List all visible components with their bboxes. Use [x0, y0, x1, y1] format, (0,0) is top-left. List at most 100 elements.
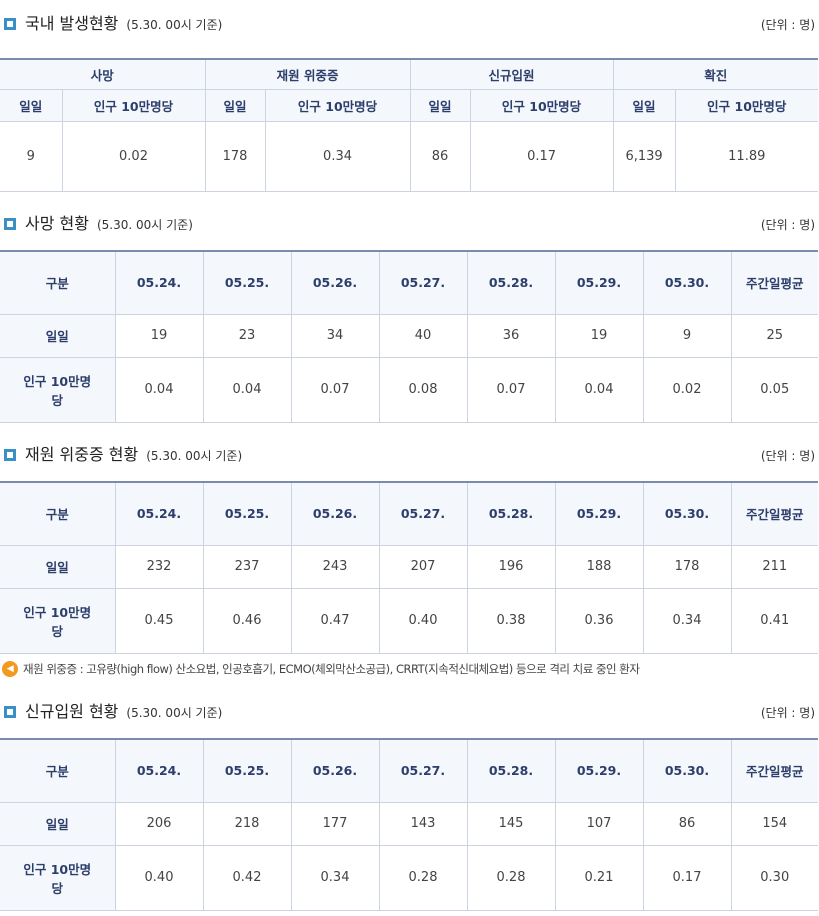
cell-daily: 196: [466, 544, 556, 589]
cell-daily: 36: [466, 313, 556, 358]
cell-daily: 25: [730, 313, 818, 358]
col-header-date: 05.27.: [378, 250, 468, 315]
cell-daily: 9: [0, 120, 63, 192]
group-header: 확진: [612, 58, 818, 90]
row-header-daily: 일일: [0, 801, 116, 846]
col-header-date: 05.30.: [642, 738, 732, 803]
cell-per-100k: 0.17: [469, 120, 614, 192]
cell-daily: 154: [730, 801, 818, 846]
cell-per-100k: 0.41: [730, 587, 818, 654]
cell-daily: 40: [378, 313, 468, 358]
col-header-date: 05.29.: [554, 738, 644, 803]
cell-daily: 19: [114, 313, 204, 358]
cell-daily: 145: [466, 801, 556, 846]
row-header-per-100k: 인구 10만명당: [0, 587, 116, 654]
col-header-date: 05.28.: [466, 481, 556, 546]
cell-daily: 207: [378, 544, 468, 589]
cell-per-100k: 0.34: [264, 120, 411, 192]
square-bullet-icon: [4, 18, 16, 30]
cell-per-100k: 0.34: [642, 587, 732, 654]
cell-daily: 178: [204, 120, 266, 192]
cell-per-100k: 0.04: [202, 356, 292, 423]
cell-daily: 218: [202, 801, 292, 846]
cell-daily: 9: [642, 313, 732, 358]
col-header-date: 05.28.: [466, 738, 556, 803]
col-header-date: 05.26.: [290, 481, 380, 546]
cell-per-100k: 0.46: [202, 587, 292, 654]
cell-per-100k: 0.40: [114, 844, 204, 911]
cell-daily: 19: [554, 313, 644, 358]
col-header-date: 05.24.: [114, 250, 204, 315]
new-admission-status-table: 구분 05.24. 05.25. 05.26. 05.27. 05.28. 05.29. 05…: [0, 738, 818, 911]
critical-status-table: 구분 05.24. 05.25. 05.26. 05.27. 05.28. 05.29. 05…: [0, 481, 818, 654]
col-header-date: 05.26.: [290, 738, 380, 803]
row-header-per-100k: 인구 10만명당: [0, 844, 116, 911]
col-header-date: 05.25.: [202, 250, 292, 315]
cell-per-100k: 0.05: [730, 356, 818, 423]
row-header-daily: 일일: [0, 544, 116, 589]
cell-daily: 211: [730, 544, 818, 589]
cell-per-100k: 0.07: [466, 356, 556, 423]
cell-daily: 6,139: [612, 120, 676, 192]
cell-daily: 34: [290, 313, 380, 358]
row-header-per-100k: 인구 10만명당: [0, 356, 116, 423]
col-header-daily: 일일: [204, 88, 266, 122]
cell-daily: 232: [114, 544, 204, 589]
col-header-daily: 일일: [0, 88, 63, 122]
col-header-weekly-avg: 주간일평균: [730, 481, 818, 546]
cell-daily: 206: [114, 801, 204, 846]
col-header-category: 구분: [0, 738, 116, 803]
col-header-per-100k: 인구 10만명당: [61, 88, 206, 122]
col-header-date: 05.28.: [466, 250, 556, 315]
cell-per-100k: 0.04: [114, 356, 204, 423]
col-header-date: 05.25.: [202, 481, 292, 546]
cell-daily: 86: [409, 120, 471, 192]
col-header-date: 05.30.: [642, 250, 732, 315]
col-header-category: 구분: [0, 250, 116, 315]
cell-daily: 188: [554, 544, 644, 589]
square-bullet-icon: [4, 449, 16, 461]
cell-daily: 237: [202, 544, 292, 589]
critical-definition-note: ◀ 재원 위중증 : 고유량(high flow) 산소요법, 인공호흡기, EC…: [2, 661, 640, 677]
col-header-date: 05.30.: [642, 481, 732, 546]
col-header-weekly-avg: 주간일평균: [730, 738, 818, 803]
cell-daily: 23: [202, 313, 292, 358]
cell-daily: 143: [378, 801, 468, 846]
section-title-death-status: 사망 현황 (5.30. 00시 기준) (단위 : 명): [4, 210, 819, 234]
cell-per-100k: 0.21: [554, 844, 644, 911]
cell-per-100k: 0.30: [730, 844, 818, 911]
cell-per-100k: 0.04: [554, 356, 644, 423]
cell-daily: 177: [290, 801, 380, 846]
cell-per-100k: 0.28: [466, 844, 556, 911]
col-header-weekly-avg: 주간일평균: [730, 250, 818, 315]
cell-daily: 243: [290, 544, 380, 589]
square-bullet-icon: [4, 706, 16, 718]
speaker-icon: ◀: [2, 661, 18, 677]
col-header-date: 05.24.: [114, 481, 204, 546]
col-header-daily: 일일: [409, 88, 471, 122]
cell-per-100k: 0.08: [378, 356, 468, 423]
col-header-date: 05.26.: [290, 250, 380, 315]
cell-per-100k: 11.89: [674, 120, 818, 192]
row-header-daily: 일일: [0, 313, 116, 358]
cell-per-100k: 0.07: [290, 356, 380, 423]
cell-per-100k: 0.02: [61, 120, 206, 192]
group-header: 사망: [0, 58, 206, 90]
cell-per-100k: 0.02: [642, 356, 732, 423]
death-status-table: 구분 05.24. 05.25. 05.26. 05.27. 05.28. 05.29. 05…: [0, 250, 818, 423]
col-header-per-100k: 인구 10만명당: [469, 88, 614, 122]
col-header-per-100k: 인구 10만명당: [674, 88, 818, 122]
group-header: 재원 위중증: [204, 58, 411, 90]
col-header-date: 05.27.: [378, 481, 468, 546]
cell-daily: 178: [642, 544, 732, 589]
cell-per-100k: 0.34: [290, 844, 380, 911]
col-header-date: 05.29.: [554, 250, 644, 315]
cell-per-100k: 0.40: [378, 587, 468, 654]
col-header-date: 05.29.: [554, 481, 644, 546]
section-title-new-admission-status: 신규입원 현황 (5.30. 00시 기준) (단위 : 명): [4, 698, 819, 722]
square-bullet-icon: [4, 218, 16, 230]
col-header-date: 05.27.: [378, 738, 468, 803]
col-header-per-100k: 인구 10만명당: [264, 88, 411, 122]
cell-per-100k: 0.42: [202, 844, 292, 911]
col-header-daily: 일일: [612, 88, 676, 122]
